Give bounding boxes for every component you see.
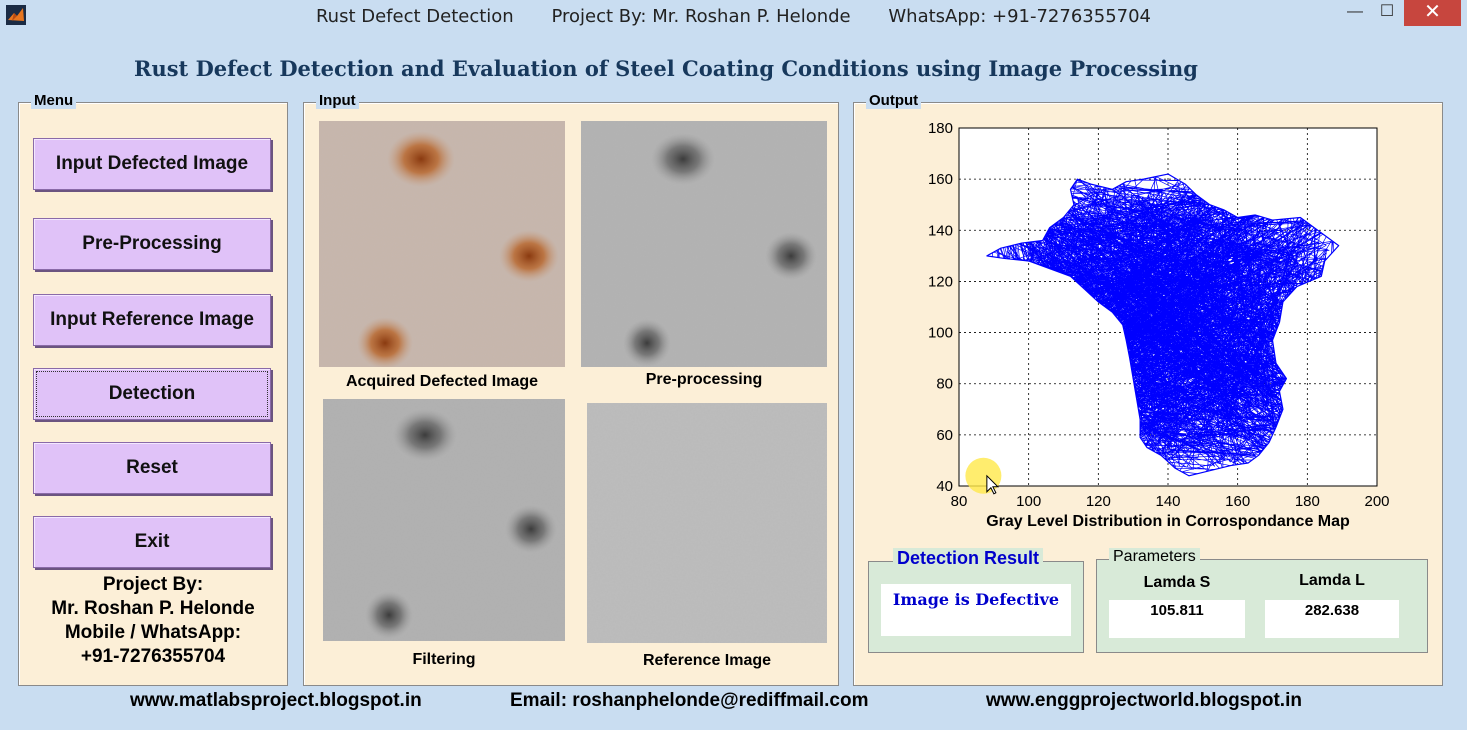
window-title: Rust Defect Detection Project By: Mr. Ro… xyxy=(0,6,1467,27)
x-tick-label: 140 xyxy=(1155,493,1180,510)
project-author: Mr. Roshan P. Helonde xyxy=(51,598,255,619)
y-tick-label: 60 xyxy=(936,427,953,444)
x-tick-label: 120 xyxy=(1086,493,1111,510)
page-title: Rust Defect Detection and Evaluation of … xyxy=(134,56,1198,81)
y-tick-label: 140 xyxy=(928,222,953,239)
menu-panel: Menu Input Defected Image Pre-Processing… xyxy=(18,92,288,686)
minimize-icon: — xyxy=(1347,3,1363,20)
close-icon: ✕ xyxy=(1424,1,1441,23)
footer-email: Email: roshanphelonde@rediffmail.com xyxy=(510,690,869,711)
maximize-button[interactable]: ☐ xyxy=(1372,0,1402,26)
y-tick-label: 100 xyxy=(928,325,953,342)
caption-reference-image: Reference Image xyxy=(642,652,772,669)
output-panel: Output 80 100 120 140 160 180 200 40 60 80 100 120 1… xyxy=(853,92,1443,686)
y-tick-label: 120 xyxy=(928,273,953,290)
y-tick-label: 160 xyxy=(928,171,953,188)
x-tick-label: 80 xyxy=(951,493,968,510)
y-tick-label: 80 xyxy=(936,376,953,393)
title-app-name: Rust Defect Detection xyxy=(315,6,514,27)
figure-content: Rust Defect Detection and Evaluation of … xyxy=(6,34,1461,724)
menu-panel-label: Menu xyxy=(31,92,77,109)
lamda-l-label: Lamda L xyxy=(1299,572,1365,589)
acquired-defected-image xyxy=(319,121,565,367)
lamda-s-label: Lamda S xyxy=(1143,574,1211,591)
matlab-logo-icon xyxy=(6,5,26,25)
output-panel-label: Output xyxy=(866,92,922,109)
x-axis-label: Gray Level Distribution in Corrospondanc… xyxy=(986,513,1350,530)
input-defected-image-button[interactable]: Input Defected Image xyxy=(33,138,271,190)
window-titlebar: Rust Defect Detection Project By: Mr. Ro… xyxy=(0,0,1467,32)
caption-filtering: Filtering xyxy=(412,651,476,668)
parameters-label: Parameters xyxy=(1109,548,1200,566)
x-tick-label: 200 xyxy=(1364,493,1389,510)
minimize-button[interactable]: — xyxy=(1340,0,1370,26)
caption-pre-processing: Pre-processing xyxy=(645,371,763,388)
footer-site-1: www.matlabsproject.blogspot.in xyxy=(130,690,422,711)
parameters-panel: Parameters Lamda S Lamda L 105.811 282.6… xyxy=(1096,548,1428,653)
title-project-by: Project By: Mr. Roshan P. Helonde xyxy=(551,6,851,27)
close-button[interactable]: ✕ xyxy=(1404,0,1461,26)
y-tick-label: 180 xyxy=(928,120,953,137)
reference-image xyxy=(587,403,827,643)
lamda-s-value: 105.811 xyxy=(1150,602,1204,619)
caption-acquired-defected-image: Acquired Defected Image xyxy=(345,373,539,390)
y-tick-label: 40 xyxy=(936,478,953,495)
title-whatsapp: WhatsApp: +91-7276355704 xyxy=(888,6,1152,27)
data-series-outline xyxy=(986,173,1340,477)
reset-button[interactable]: Reset xyxy=(33,442,271,494)
x-tick-label: 160 xyxy=(1225,493,1250,510)
gray-level-distribution-chart: 80 100 120 140 160 180 200 40 60 80 100 120 140 160 18… xyxy=(928,120,1390,530)
lamda-s-value-box: 105.811 xyxy=(1109,600,1245,638)
x-tick-label: 100 xyxy=(1016,493,1041,510)
exit-button[interactable]: Exit xyxy=(33,516,271,568)
cursor-highlight xyxy=(965,457,1002,494)
pre-processing-button[interactable]: Pre-Processing xyxy=(33,218,271,270)
project-by-label: Project By: xyxy=(102,574,204,595)
lamda-l-value: 282.638 xyxy=(1304,602,1360,619)
detection-result-text: Image is Defective xyxy=(892,590,1060,609)
detection-result-box: Image is Defective xyxy=(881,584,1071,636)
project-info: Project By: Mr. Roshan P. Helonde Mobile… xyxy=(19,573,287,669)
contact-number: +91-7276355704 xyxy=(80,646,226,667)
x-tick-label: 180 xyxy=(1295,493,1320,510)
input-panel: Input Acquired Defected Image xyxy=(303,92,839,686)
lamda-l-value-box: 282.638 xyxy=(1265,600,1399,638)
detection-result-panel: Detection Result Image is Defective xyxy=(868,548,1084,653)
maximize-icon: ☐ xyxy=(1379,3,1395,20)
detection-result-label: Detection Result xyxy=(893,548,1044,569)
input-panel-label: Input xyxy=(316,92,359,109)
filtering-image xyxy=(323,399,565,641)
input-reference-image-button[interactable]: Input Reference Image xyxy=(33,294,271,346)
detection-button[interactable]: Detection xyxy=(33,368,271,420)
pre-processing-image xyxy=(581,121,827,367)
footer-site-2: www.enggprojectworld.blogspot.in xyxy=(986,690,1302,711)
mouse-pointer-icon xyxy=(986,474,1000,495)
contact-label: Mobile / WhatsApp: xyxy=(64,622,242,643)
